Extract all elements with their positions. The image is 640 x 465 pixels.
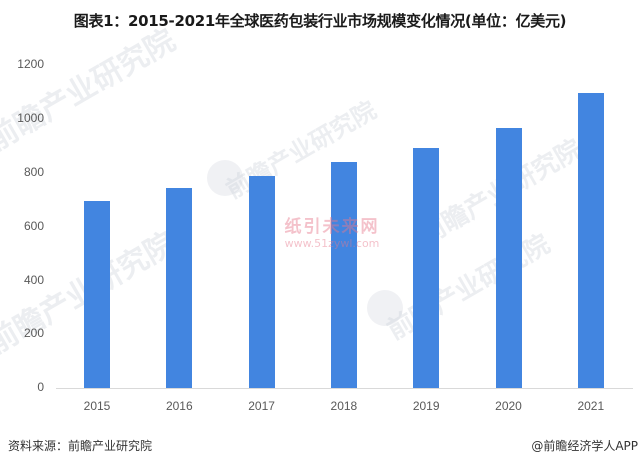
x-tick-label: 2017: [248, 399, 275, 413]
x-axis-line: [56, 388, 633, 389]
watermark-logo-icon: [367, 290, 403, 326]
bar-2019: [413, 147, 440, 389]
bar-2021: [577, 93, 604, 389]
x-tick-label: 2015: [83, 399, 111, 413]
watermark-logo-icon: [207, 160, 243, 196]
x-tick-label: 2020: [495, 399, 522, 413]
watermark-text: 前瞻产业研究院: [382, 229, 556, 347]
bar-2015: [84, 200, 110, 389]
bar-2018: [330, 162, 357, 389]
bar-2016: [166, 188, 193, 389]
y-tick-label: 1000: [17, 110, 44, 125]
y-tick-label: 600: [23, 218, 44, 233]
y-tick-label: 400: [23, 272, 44, 287]
watermark-text: 前瞻产业研究院: [221, 95, 381, 205]
x-tick-label: 2016: [165, 399, 193, 413]
y-tick-label: 1200: [17, 57, 44, 71]
source-note: 资料来源：前瞻产业研究院: [8, 439, 153, 453]
credit-note: @前瞻经济学人APP: [531, 439, 638, 453]
x-tick-label: 2018: [330, 399, 358, 413]
y-tick-label: 800: [23, 164, 44, 179]
bar-2017: [248, 175, 275, 389]
chart-title: 图表1：2015-2021年全球医药包装行业市场规模变化情况(单位：亿美元): [73, 12, 567, 30]
x-tick-label: 2019: [412, 399, 440, 413]
watermark-text: 前瞻产业研究院: [0, 22, 182, 159]
x-tick-label: 2021: [577, 399, 605, 413]
y-tick-label: 0: [37, 380, 44, 395]
y-tick-label: 200: [23, 326, 44, 341]
bar-2020: [495, 128, 522, 389]
